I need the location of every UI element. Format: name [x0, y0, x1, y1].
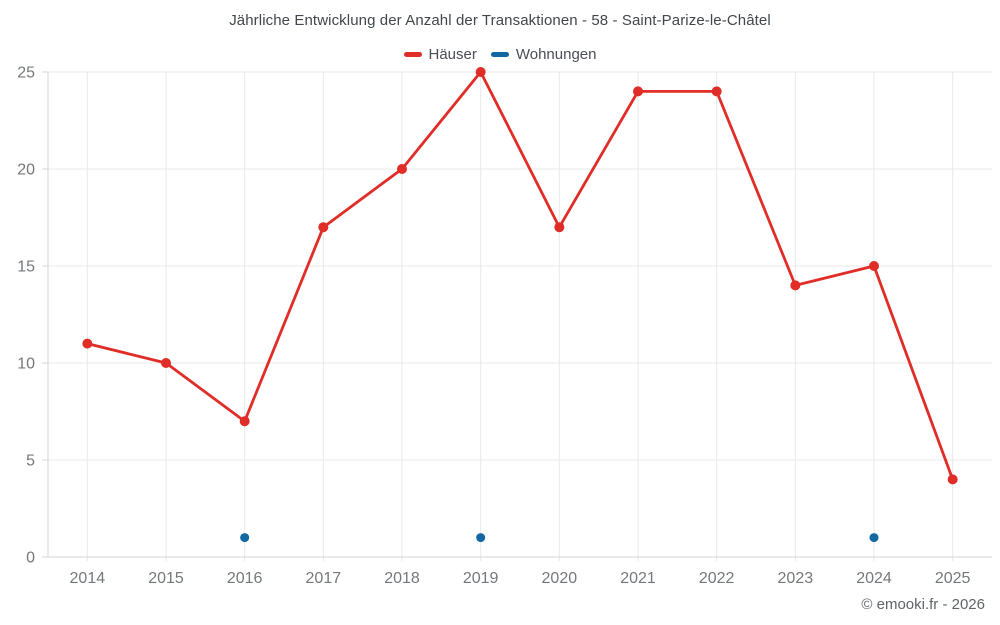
legend-swatch-wohnungen [490, 52, 509, 57]
x-axis-label: 2024 [856, 570, 892, 587]
series-line-0 [85, 70, 955, 481]
y-axis-label: 25 [17, 65, 35, 82]
copyright-text: © emooki.fr - 2026 [861, 596, 985, 613]
legend-item-wohnungen[interactable]: Wohnungen [490, 46, 597, 63]
y-axis-label: 20 [17, 162, 35, 179]
x-axis-label: 2021 [620, 570, 656, 587]
data-point-0-2020[interactable] [554, 222, 565, 233]
x-axis-label: 2017 [306, 570, 342, 587]
y-axis-label: 5 [26, 453, 35, 470]
data-point-1-2016[interactable] [240, 533, 250, 543]
x-axis-label: 2025 [935, 570, 971, 587]
legend-swatch-haeuser [403, 52, 422, 57]
y-axis-label: 0 [26, 550, 35, 567]
data-point-0-2023[interactable] [790, 280, 801, 291]
x-axis-label: 2022 [699, 570, 735, 587]
data-point-0-2018[interactable] [397, 164, 407, 174]
data-point-0-2019[interactable] [475, 67, 486, 77]
x-axis-label: 2019 [463, 570, 499, 587]
x-axis-label: 2014 [70, 570, 106, 587]
legend-label-haeuser: Häuser [428, 46, 477, 63]
y-axis-label: 10 [17, 356, 35, 373]
x-axis-label: 2023 [778, 570, 814, 587]
data-point-0-2014[interactable] [82, 338, 93, 349]
data-point-1-2024[interactable] [869, 533, 879, 543]
legend-label-wohnungen: Wohnungen [515, 46, 597, 63]
x-axis-label: 2018 [384, 570, 420, 587]
x-axis-label: 2020 [542, 570, 578, 587]
data-point-0-2016[interactable] [239, 416, 250, 427]
x-axis-label: 2016 [227, 570, 263, 587]
data-point-0-2015[interactable] [161, 358, 171, 368]
chart-title: Jährliche Entwicklung der Anzahl der Tra… [229, 12, 771, 29]
data-point-0-2017[interactable] [318, 222, 329, 233]
data-point-1-2019[interactable] [476, 533, 486, 543]
y-axis-label: 15 [17, 259, 35, 276]
data-point-0-2021[interactable] [633, 86, 643, 97]
legend-item-haeuser[interactable]: Häuser [403, 46, 477, 63]
data-point-0-2025[interactable] [947, 474, 958, 485]
legend: Häuser Wohnungen [0, 46, 1000, 63]
data-point-0-2022[interactable] [711, 86, 722, 97]
x-axis-label: 2015 [148, 570, 184, 587]
data-point-0-2024[interactable] [869, 261, 879, 271]
